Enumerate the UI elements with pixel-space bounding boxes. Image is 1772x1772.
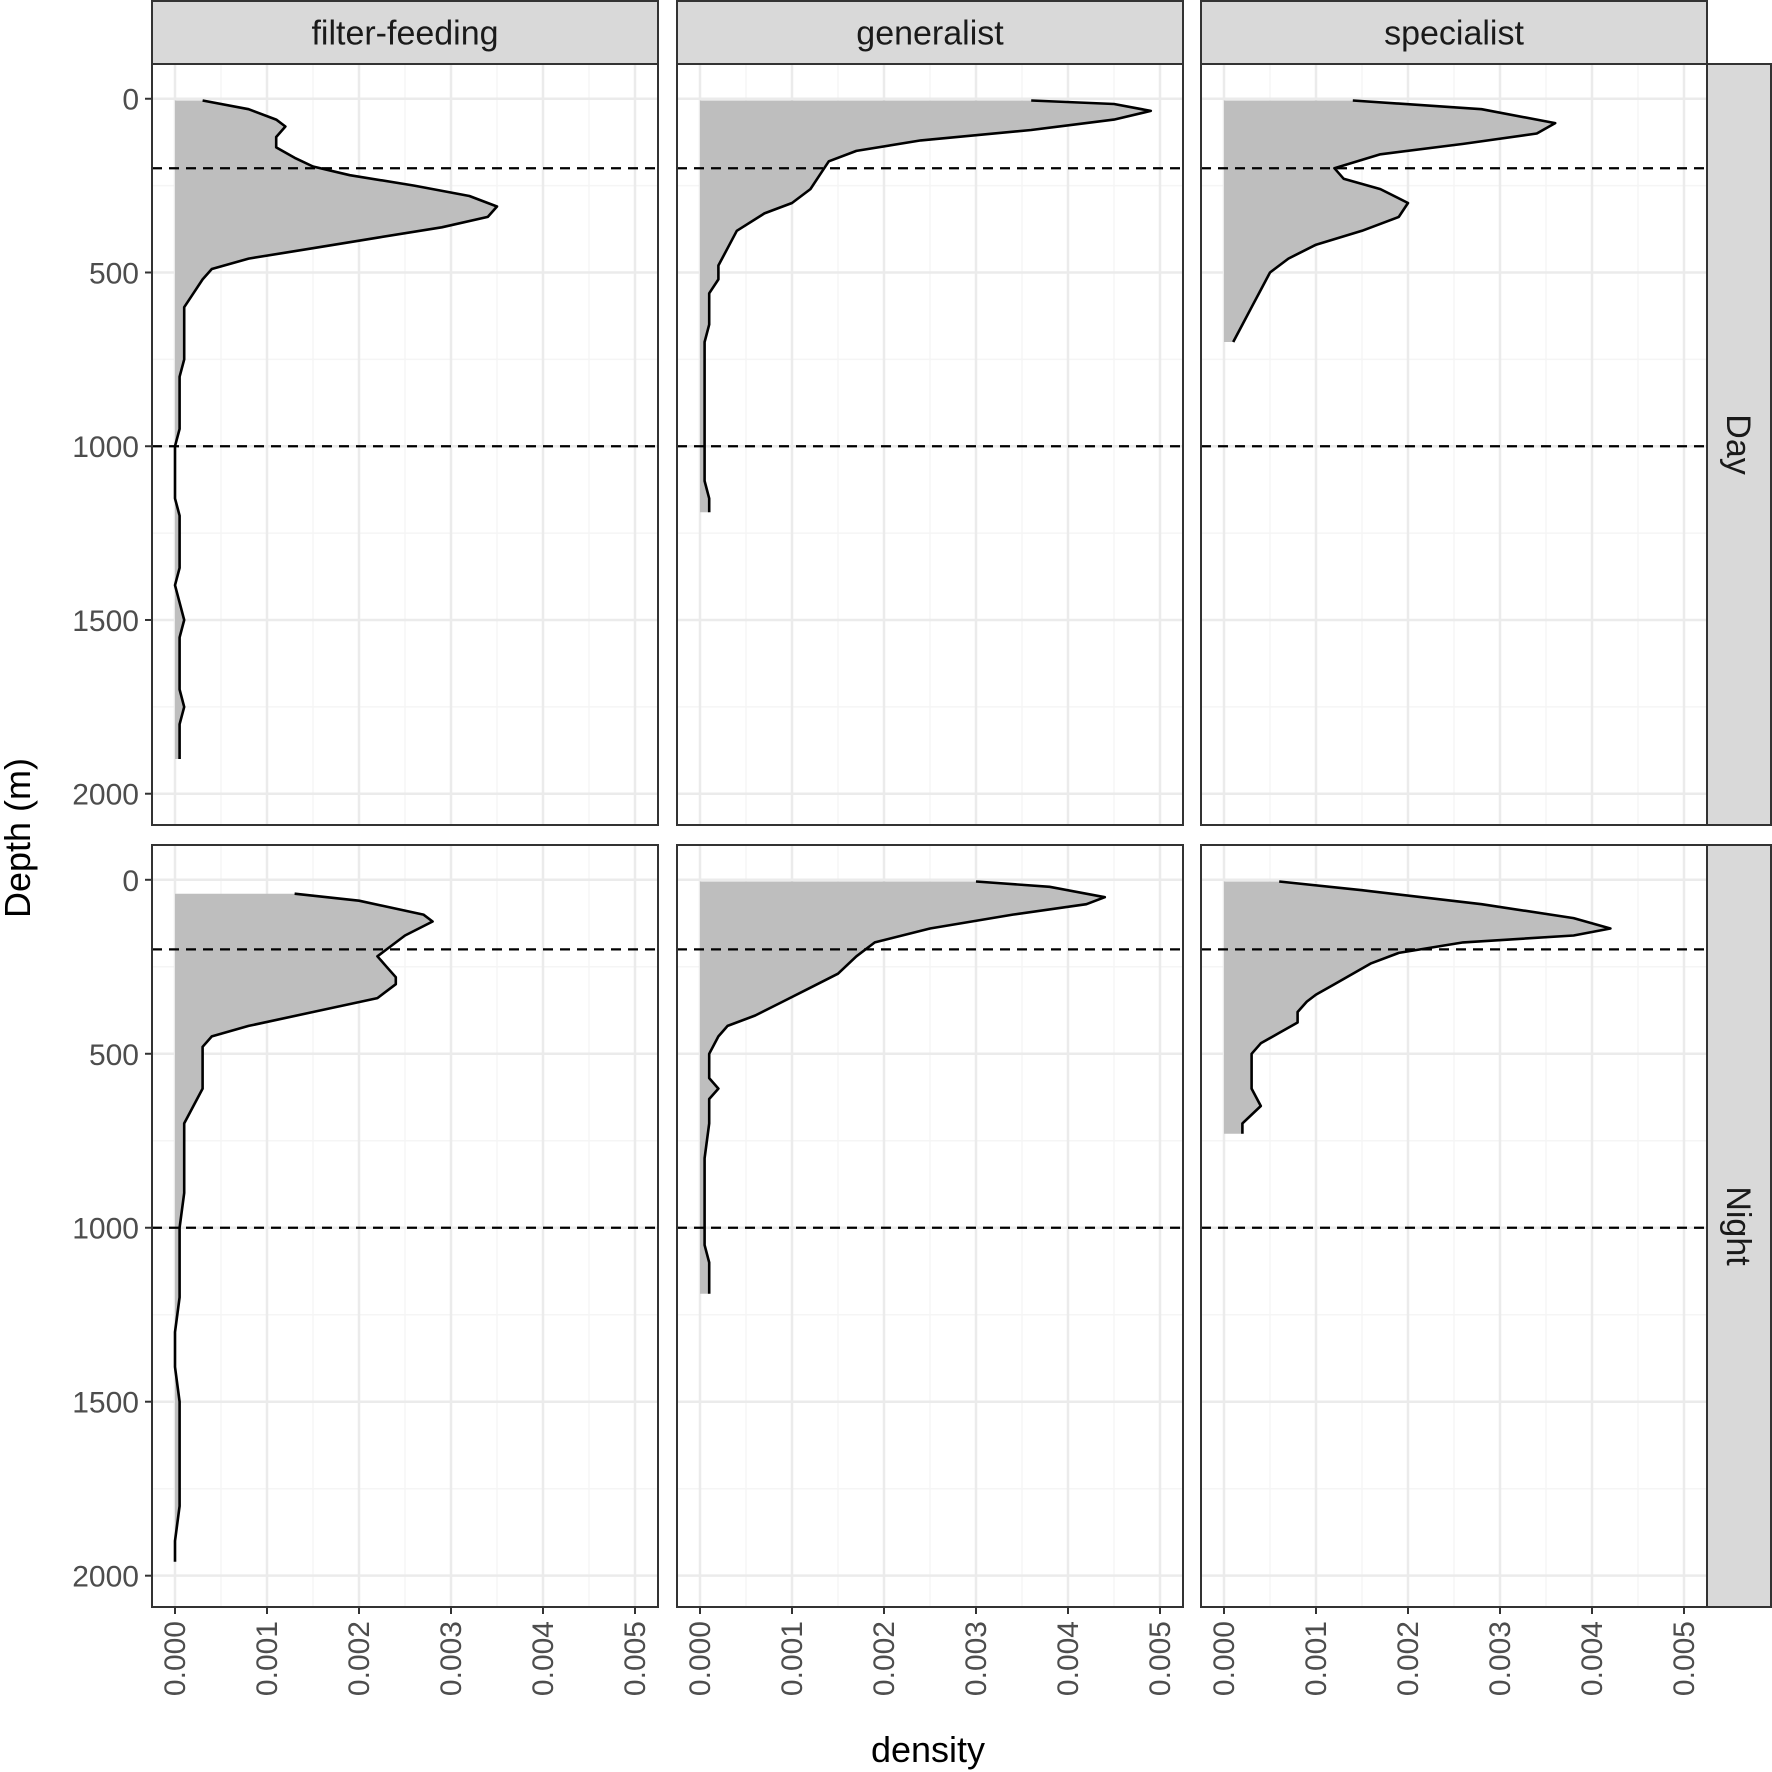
strip-night: Night — [1706, 844, 1772, 1608]
panel-filter-feeding-day — [151, 63, 659, 826]
y-tick-label: 2000 — [72, 779, 139, 812]
density-line — [1241, 880, 1612, 1134]
y-tick-label: 0 — [122, 84, 139, 117]
y-tick-label: 0 — [122, 865, 139, 898]
panel-border — [151, 844, 659, 1608]
x-tick-label: 0.003 — [435, 1621, 468, 1696]
strip-background — [151, 0, 659, 65]
strip-label: Night — [1719, 1186, 1757, 1266]
density-line — [1232, 99, 1557, 343]
x-tick-label: 0.004 — [527, 1621, 560, 1696]
x-tick-label: 0.004 — [1576, 1621, 1609, 1696]
x-tick-label: 0.002 — [343, 1621, 376, 1696]
panel-specialist-night — [1200, 844, 1708, 1608]
y-tick-label: 1000 — [72, 1213, 139, 1246]
y-tick-label: 500 — [89, 1039, 139, 1072]
x-tick-label: 0.002 — [1392, 1621, 1425, 1696]
panel-filter-feeding-night — [151, 844, 659, 1608]
x-tick-label: 0.000 — [684, 1621, 717, 1696]
panel-border — [676, 844, 1184, 1608]
strip-day: Day — [1706, 63, 1772, 826]
y-tick-label: 1500 — [72, 605, 139, 638]
panel-generalist-day — [676, 63, 1184, 826]
strip-label: filter-feeding — [311, 15, 498, 53]
panels-layer — [151, 63, 1708, 1608]
strips-layer: filter-feeding generalist specialist Day Nig… — [151, 0, 1772, 1608]
y-tick-label: 2000 — [72, 1561, 139, 1594]
density-area — [700, 100, 1151, 513]
x-tick-label: 0.000 — [1208, 1621, 1241, 1696]
y-tick-label: 500 — [89, 257, 139, 290]
density-line — [173, 99, 499, 759]
strip-background — [1200, 0, 1708, 65]
density-line — [173, 892, 434, 1562]
x-tick-label: 0.005 — [1144, 1621, 1177, 1696]
x-tick-label: 0.001 — [251, 1621, 284, 1696]
panel-specialist-day — [1200, 63, 1708, 826]
x-axis: 0.000 0.001 0.002 0.003 0.004 0.005 0.000 0.001… — [159, 1607, 1701, 1696]
x-tick-label: 0.003 — [960, 1621, 993, 1696]
x-axis-title: density — [871, 1729, 985, 1770]
density-area — [1224, 881, 1611, 1134]
y-axis-title: Depth (m) — [0, 758, 38, 918]
y-axis: 0 500 1000 1500 2000 0 500 1000 1500 2000 — [72, 84, 152, 1594]
strip-background — [1706, 63, 1772, 826]
strip-generalist: generalist — [676, 0, 1184, 65]
x-tick-label: 0.001 — [776, 1621, 809, 1696]
y-tick-label: 1000 — [72, 431, 139, 464]
strip-specialist: specialist — [1200, 0, 1708, 65]
strip-label: generalist — [856, 15, 1004, 53]
density-area — [175, 100, 497, 759]
density-area — [175, 893, 433, 1562]
strip-label: Day — [1719, 414, 1757, 474]
density-line — [703, 99, 1153, 513]
x-tick-label: 0.000 — [159, 1621, 192, 1696]
density-area — [1224, 100, 1556, 342]
density-area — [700, 881, 1105, 1294]
x-tick-label: 0.002 — [868, 1621, 901, 1696]
strip-background — [676, 0, 1184, 65]
strip-filter-feeding: filter-feeding — [151, 0, 659, 65]
panel-generalist-night — [676, 844, 1184, 1608]
x-tick-label: 0.001 — [1300, 1621, 1333, 1696]
y-tick-label: 1500 — [72, 1387, 139, 1420]
x-tick-label: 0.005 — [1668, 1621, 1701, 1696]
density-line — [703, 880, 1107, 1294]
x-tick-label: 0.003 — [1484, 1621, 1517, 1696]
strip-label: specialist — [1384, 15, 1524, 53]
strip-background — [1706, 844, 1772, 1608]
x-tick-label: 0.004 — [1052, 1621, 1085, 1696]
x-tick-label: 0.005 — [619, 1621, 652, 1696]
